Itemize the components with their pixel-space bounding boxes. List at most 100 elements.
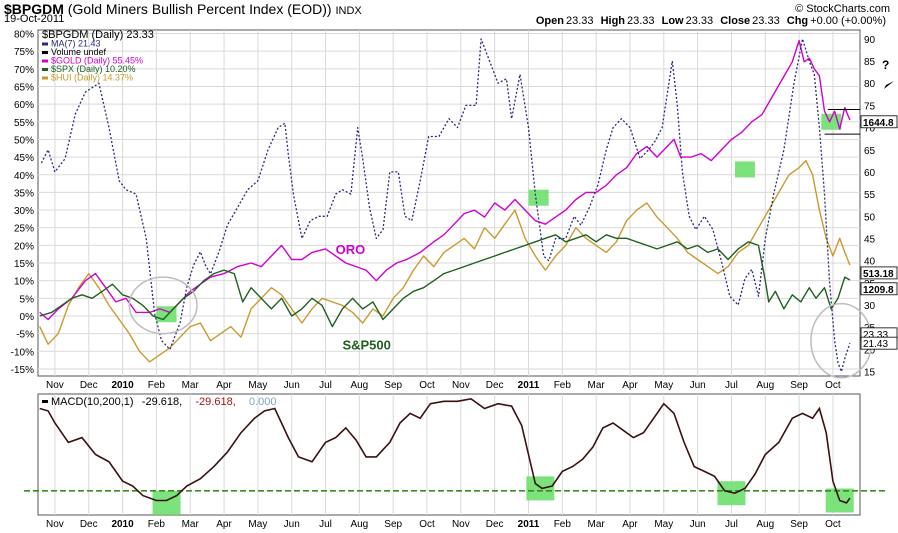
spx-line (39, 234, 851, 328)
left-axis-tick-label: 75% (14, 47, 34, 58)
macd-x-axis-tick-label: Dec (486, 519, 504, 530)
left-axis-tick-label: 20% (14, 241, 34, 252)
left-axis-tick-label: 40% (14, 171, 34, 182)
macd-x-axis-tick-label: Mar (588, 519, 606, 530)
arrow-icon (884, 80, 894, 89)
macd-x-axis-tick-label: Apr (622, 519, 638, 530)
legend-swatch (42, 51, 48, 54)
symbol: $BPGDM (4, 1, 64, 17)
high-label: High (600, 15, 626, 27)
x-axis-tick-label: 2011 (518, 380, 540, 391)
macd-highlight-box (152, 490, 181, 515)
right-axis-tick-label: 70 (864, 124, 876, 135)
value-tag-label: 23.33 (863, 330, 888, 341)
left-axis-tick-label: 60% (14, 100, 34, 111)
x-axis-tick-label: Jul (725, 380, 738, 391)
left-axis-tick-label: 15% (14, 259, 34, 270)
exchange: INDX (335, 5, 362, 17)
right-axis-tick-label: 90 (864, 35, 876, 46)
value-tag: 1209.8 (860, 282, 898, 296)
low-label: Low (661, 15, 684, 27)
macd-x-axis-tick-label: Jun (690, 519, 706, 530)
macd-x-axis-tick-label: Jul (725, 519, 738, 530)
close-value: 23.33 (752, 15, 780, 27)
x-axis-tick-label: Oct (825, 380, 841, 391)
legend-swatch (42, 76, 48, 80)
value-tag-label: 1209.8 (863, 285, 894, 296)
brand-label[interactable]: © StockCharts.com (795, 3, 890, 15)
chart-title: $BPGDM (Gold Miners Bullish Percent Inde… (4, 1, 362, 17)
left-axis-tick-label: 65% (14, 82, 34, 93)
value-tag: 1644.8 (860, 115, 898, 129)
highlight-box (734, 161, 755, 178)
value-tag-box (860, 336, 898, 350)
left-axis-tick-label: 80% (14, 30, 34, 41)
x-axis-tick-label: Jun (284, 380, 300, 391)
left-axis-tick-label: 10% (14, 277, 34, 288)
macd-x-axis-tick-label: Jul (319, 519, 332, 530)
x-axis-tick-label: Sep (384, 380, 402, 391)
chg-value: +0.00 (+0.00%) (810, 15, 886, 27)
left-axis-tick-label: 25% (14, 224, 34, 235)
legend-entry: Volume undef (51, 47, 107, 57)
macd-x-axis-tick-label: Oct (419, 519, 435, 530)
x-axis-tick-label: Aug (350, 380, 368, 391)
x-axis-tick-label: Jun (690, 380, 706, 391)
main-panel-frame (37, 29, 861, 377)
x-axis-tick-label: 2010 (111, 380, 134, 391)
right-axis-tick-label: 50 (864, 212, 876, 223)
annotation-label: ? (882, 58, 889, 72)
right-axis-tick-label: 20 (864, 345, 876, 356)
x-axis-tick-label: Mar (588, 380, 606, 391)
left-axis-tick-label: 45% (14, 153, 34, 164)
x-axis-tick-label: Dec (80, 380, 98, 391)
x-axis-tick-label: Mar (182, 380, 200, 391)
close-label: Close (720, 15, 751, 27)
quote-bar: Open 23.33 High 23.33 Low 23.33 Close 23.33 … (536, 15, 890, 27)
legend-swatch (42, 42, 48, 46)
right-axis-tick-label: 15 (864, 368, 876, 379)
x-axis-tick-label: Feb (148, 380, 166, 391)
left-axis-tick-label: 55% (14, 118, 34, 129)
left-axis-tick-label: -10% (11, 347, 34, 358)
x-axis-tick-label: Feb (554, 380, 572, 391)
right-axis-tick-label: 80 (864, 79, 876, 90)
right-axis-tick-label: 30 (864, 301, 876, 312)
legend-entry: $GOLD (Daily) 55.45% (51, 56, 143, 66)
right-axis-tick-label: 45 (864, 234, 876, 245)
x-axis-tick-label: May (248, 380, 267, 391)
left-axis-tick-label: 0% (20, 312, 35, 323)
macd-legend: MACD(10,200,1) -29.618, -29.618, 0.000 (42, 396, 277, 408)
annotation-label: ORO (336, 242, 366, 257)
legend-entry: $HUI (Daily) 14.37% (51, 73, 133, 83)
macd-legend-entry: -29.618, (142, 396, 182, 408)
x-axis-tick-label: Jul (319, 380, 332, 391)
macd-x-axis-tick-label: Sep (384, 519, 402, 530)
macd-x-axis-tick-label: Jun (284, 519, 300, 530)
value-tag: 513.18 (860, 266, 898, 280)
low-value: 23.33 (685, 15, 714, 27)
right-axis-tick-label: 55 (864, 190, 876, 201)
chg-label: Chg (786, 15, 809, 27)
open-value: 23.33 (565, 15, 594, 27)
right-axis-tick-label: 85 (864, 57, 876, 68)
value-tag-label: 21.43 (863, 339, 888, 350)
legend-swatch (42, 68, 48, 71)
macd-x-axis-tick-label: Oct (825, 519, 841, 530)
macd-legend-entry: 0.000 (249, 396, 277, 408)
left-axis-tick-label: -5% (16, 330, 34, 341)
macd-x-axis-tick-label: Sep (790, 519, 808, 530)
high-value: 23.33 (627, 15, 655, 27)
x-axis-tick-label: Apr (622, 380, 638, 391)
highlight-box (528, 189, 549, 206)
macd-x-axis-tick-label: 2010 (111, 519, 134, 530)
value-tag-box (860, 266, 898, 280)
macd-x-axis-tick-label: May (248, 519, 267, 530)
value-tag-box (860, 282, 898, 296)
annotation-circle (128, 276, 198, 335)
x-axis-tick-label: Sep (790, 380, 808, 391)
right-axis-tick-label: 65 (864, 146, 876, 157)
macd-x-axis-tick-label: Nov (46, 519, 64, 530)
